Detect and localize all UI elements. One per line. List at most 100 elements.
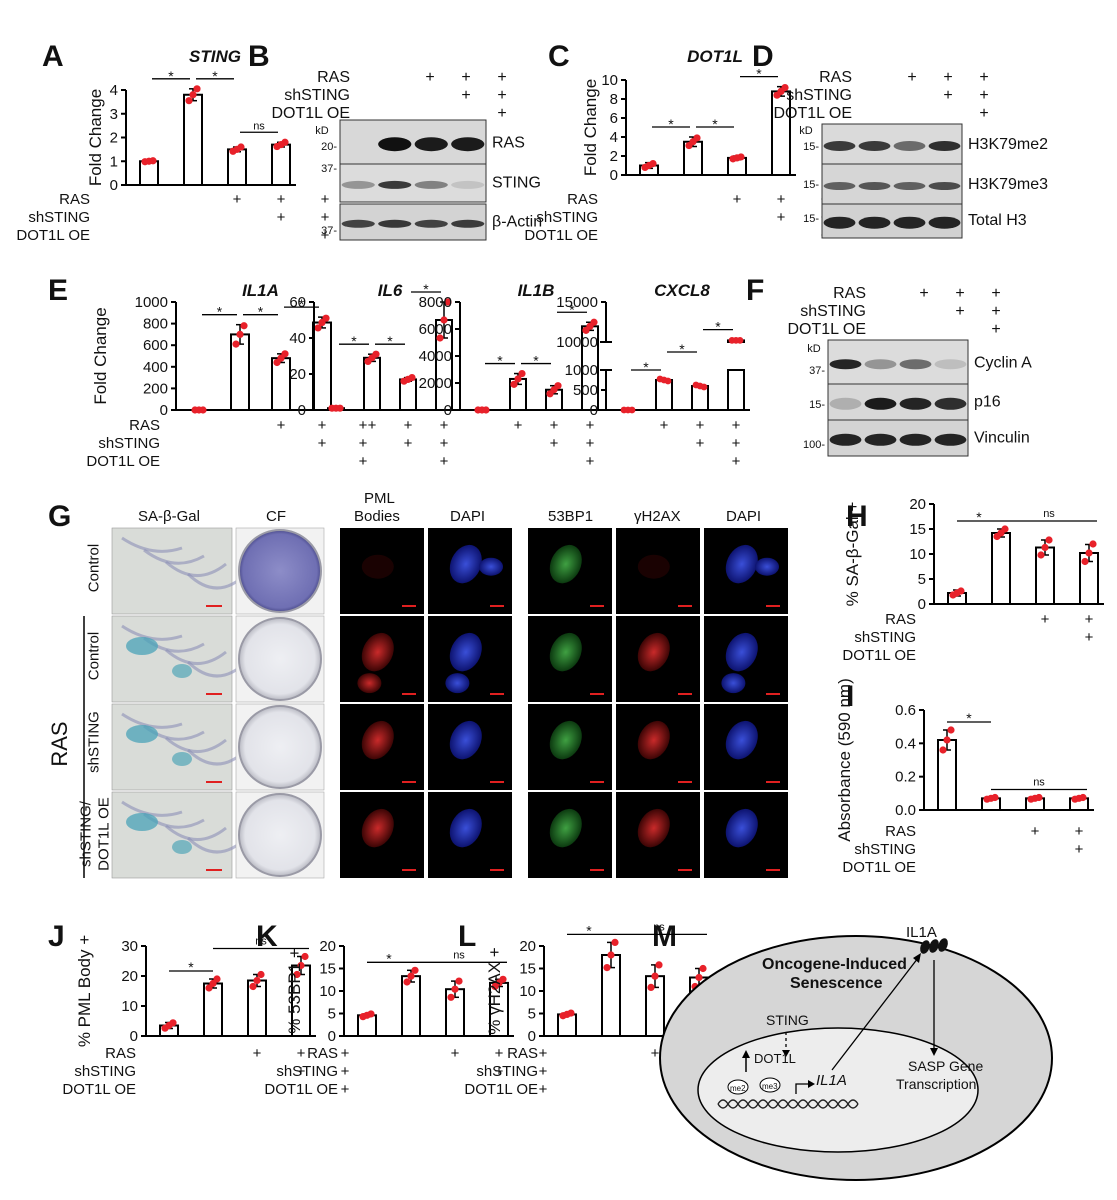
blot-plus: + <box>497 87 506 104</box>
y-tick-label: 2 <box>610 148 618 165</box>
arrow-head <box>782 1050 790 1057</box>
nucleus <box>449 808 482 848</box>
y-tick-label: 0.4 <box>895 735 916 752</box>
condition-label-ras: RAS <box>105 1045 136 1062</box>
data-point <box>649 160 657 168</box>
data-point <box>699 964 707 973</box>
significance-label: * <box>168 68 174 84</box>
condition-plus: + <box>550 435 559 452</box>
data-point <box>482 406 490 414</box>
panel-letter-c: C <box>548 40 570 73</box>
panel-letter-b: B <box>248 40 270 73</box>
condition-label-shsting: shSTING <box>476 1063 538 1080</box>
data-point <box>664 377 672 385</box>
nucleus <box>549 632 582 672</box>
y-tick-label: 10000 <box>556 334 598 351</box>
g-row-control-2: Control <box>85 631 103 681</box>
data-point <box>257 970 265 979</box>
data-point <box>253 976 261 985</box>
data-point <box>510 380 518 388</box>
data-point <box>407 972 415 980</box>
culture-dish <box>238 617 322 701</box>
micrograph-h2ax <box>616 792 700 878</box>
me2-mark <box>727 1079 749 1095</box>
y-tick-label: 1000 <box>565 362 598 379</box>
m-sting: STING <box>766 1012 809 1028</box>
condition-plus: + <box>321 227 330 244</box>
data-point <box>603 964 611 972</box>
kd-marker: 37- <box>321 163 337 175</box>
condition-plus: + <box>586 435 595 452</box>
dna-strand <box>717 1099 859 1109</box>
blot-band <box>414 219 448 228</box>
significance-label: * <box>351 333 357 349</box>
blot-plus: + <box>955 303 964 320</box>
condition-label-ras: RAS <box>129 417 160 434</box>
blot-plus: + <box>979 69 988 86</box>
blot-band <box>823 216 856 229</box>
nucleus <box>755 557 779 576</box>
micrograph-cf <box>235 615 325 703</box>
nucleus-faint <box>361 554 394 579</box>
kd-marker: 37- <box>809 365 825 377</box>
condition-plus: + <box>404 417 413 434</box>
significance-label: * <box>569 301 575 317</box>
bar <box>655 379 673 411</box>
blot-band <box>893 141 926 151</box>
model-diagram <box>659 935 1053 1181</box>
data-point <box>237 143 245 151</box>
micrograph-pml <box>340 792 424 878</box>
condition-plus: + <box>297 1063 306 1080</box>
cell-outline <box>165 824 227 841</box>
data-point <box>737 153 745 161</box>
blot-band <box>858 182 891 190</box>
condition-plus: + <box>359 417 368 434</box>
cell-outline <box>121 536 183 553</box>
chart-title: CXCL8 <box>654 281 710 300</box>
arrow-head <box>930 1048 938 1056</box>
g-col-pml-line2: Bodies <box>354 508 400 525</box>
kd-label: kD <box>315 125 329 137</box>
y-axis-label: Absorbance (590 nm) <box>835 678 854 841</box>
panel-letter-g: G <box>48 500 72 533</box>
y-tick-label: 40 <box>289 330 306 347</box>
bar <box>183 93 203 186</box>
condition-label-dot1l-oe: DOT1L OE <box>264 1081 338 1098</box>
condition-plus: + <box>1075 823 1084 840</box>
data-point <box>1035 793 1043 802</box>
y-tick-label: 5 <box>328 1006 336 1023</box>
y-tick-label: 0.6 <box>895 702 916 719</box>
panel-letter-l: L <box>458 920 477 953</box>
significance-label: ns <box>253 120 265 132</box>
condition-plus: + <box>696 417 705 434</box>
blot-band <box>934 359 967 370</box>
significance-label: * <box>586 922 592 938</box>
y-tick-label: 15 <box>909 521 926 538</box>
condition-plus: + <box>586 453 595 470</box>
data-point <box>301 952 309 961</box>
data-point <box>232 340 240 348</box>
significance-label: ns <box>255 936 267 948</box>
significance-label: * <box>533 353 539 369</box>
g-col-sa-beta-gal: SA-β-Gal <box>138 508 200 525</box>
cell-outline <box>165 648 227 665</box>
band-label: H3K79me2 <box>968 136 1048 153</box>
y-tick-label: 4 <box>610 129 618 146</box>
y-tick-label: 0 <box>298 402 306 419</box>
blot-plus: + <box>955 285 964 302</box>
significance-label: * <box>258 304 264 320</box>
y-axis-label: Fold Change <box>581 79 600 176</box>
condition-plus: + <box>368 417 377 434</box>
data-point <box>297 961 305 970</box>
y-tick-label: 0 <box>610 167 618 184</box>
data-point <box>455 977 463 985</box>
blot-band <box>928 182 961 190</box>
micrograph-cf <box>235 527 325 615</box>
condition-label-dot1l-oe: DOT1L OE <box>842 859 916 876</box>
blot-band <box>451 219 485 228</box>
blot-header-dot1l-oe: DOT1L OE <box>787 321 866 338</box>
condition-plus: + <box>1075 841 1084 858</box>
micrograph-h2ax <box>616 528 700 614</box>
